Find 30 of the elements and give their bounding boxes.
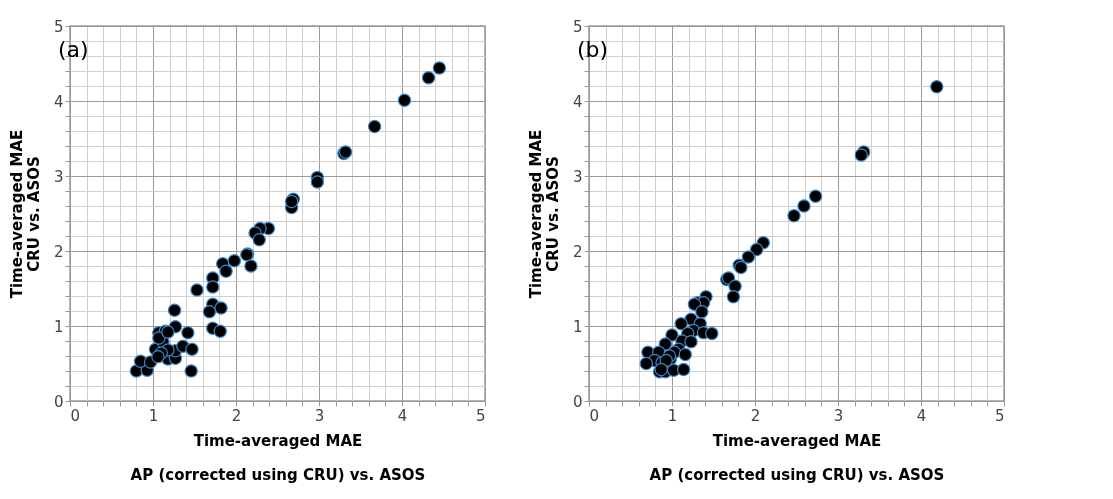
- y-tick-label: 2: [572, 242, 583, 261]
- x-tick-label: 1: [148, 406, 159, 425]
- y-tick-label: 4: [572, 92, 583, 111]
- y-tick-label: 5: [572, 17, 583, 36]
- x-tick-label: 3: [833, 406, 844, 425]
- y-tick-label: 2: [53, 242, 64, 261]
- x-tick-label: 4: [397, 406, 408, 425]
- x-tick-label: 2: [231, 406, 242, 425]
- y-tick-label: 1: [53, 317, 64, 336]
- y-tick-label: 1: [572, 317, 583, 336]
- annotation: (b): [577, 37, 609, 62]
- x-tick-label: 3: [314, 406, 325, 425]
- x-tick-label: 1: [667, 406, 678, 425]
- y-tick-label: 3: [572, 167, 583, 186]
- annotation: (a): [58, 37, 89, 62]
- y-axis-title: Time-averaged MAE CRU vs. ASOS: [526, 129, 562, 299]
- x-tick-label: 0: [70, 406, 81, 425]
- x-tick-label: 5: [475, 406, 486, 425]
- x-tick-label: 0: [589, 406, 600, 425]
- x-tick-label: 2: [750, 406, 761, 425]
- x-tick-label: 5: [994, 406, 1005, 425]
- y-axis-title: Time-averaged MAE CRU vs. ASOS: [7, 129, 43, 299]
- y-tick-label: 0: [53, 392, 64, 411]
- y-tick-label: 0: [572, 392, 583, 411]
- x-tick-label: 4: [916, 406, 927, 425]
- x-axis-title: Time-averaged MAE AP (corrected using CRU) vs. ASOS: [649, 431, 945, 484]
- y-tick-label: 4: [53, 92, 64, 111]
- x-axis-title: Time-averaged MAE AP (corrected using CRU) vs. ASOS: [130, 431, 426, 484]
- y-tick-label: 3: [53, 167, 64, 186]
- y-tick-label: 5: [53, 17, 64, 36]
